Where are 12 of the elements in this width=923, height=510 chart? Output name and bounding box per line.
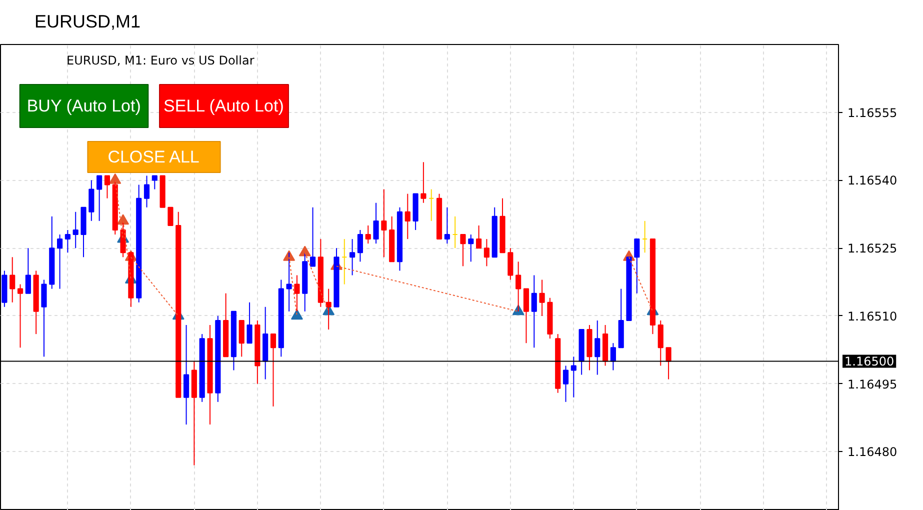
text: EURUSD, M1: Euro vs US Dollar xyxy=(66,54,254,68)
y-tick-label: 1.16510 xyxy=(848,309,898,324)
y-tick-label: 1.16495 xyxy=(848,377,898,392)
chart-title: EURUSD,M1 xyxy=(34,12,141,32)
annotation: BUY (Auto Lot) xyxy=(26,96,141,116)
ref-line-label: 1.16500 xyxy=(844,354,894,369)
annotation: CLOSE ALL xyxy=(108,148,200,166)
y-tick-label: 1.16555 xyxy=(848,106,898,120)
y-tick-label: 1.16540 xyxy=(848,174,898,188)
y-tick-label: 1.16480 xyxy=(848,445,898,460)
y-tick-label: 1.16525 xyxy=(848,242,898,256)
annotation: SELL (Auto Lot) xyxy=(164,96,284,116)
